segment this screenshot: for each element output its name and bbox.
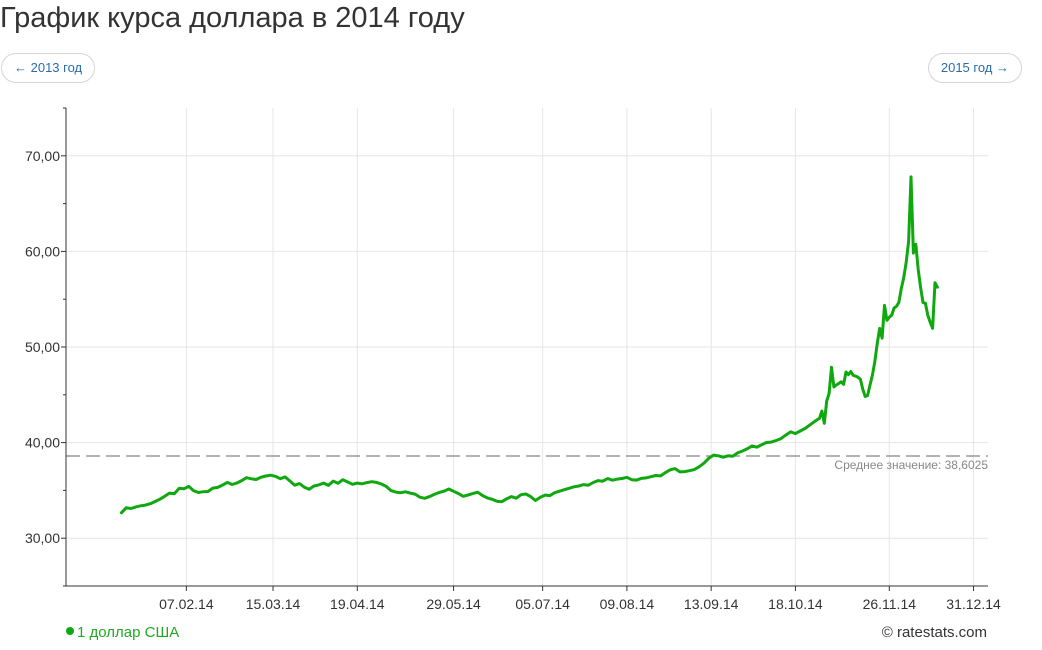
x-tick-label: 31.12.14 xyxy=(946,596,1001,612)
series-line[interactable] xyxy=(119,175,939,515)
x-tick-label: 19.04.14 xyxy=(330,596,385,612)
x-tick-label: 13.09.14 xyxy=(684,596,739,612)
average-group: Среднее значение: 38,6025 xyxy=(66,455,988,472)
legend-item[interactable]: 1 доллар США xyxy=(66,624,179,641)
x-tick-label: 07.02.14 xyxy=(159,596,214,612)
page-title: График курса доллара в 2014 году xyxy=(0,2,465,34)
y-tick-label: 60,00 xyxy=(25,243,60,259)
grid xyxy=(66,108,988,586)
y-tick-label: 40,00 xyxy=(25,435,60,451)
legend-label: 1 доллар США xyxy=(77,624,180,641)
x-tick-label: 29.05.14 xyxy=(426,596,481,612)
x-tick-label: 15.03.14 xyxy=(246,596,301,612)
x-tick-label: 26.11.14 xyxy=(863,596,917,612)
legend-dot-icon xyxy=(66,627,74,635)
series-group xyxy=(119,175,939,515)
y-tick-label: 50,00 xyxy=(25,339,60,355)
next-year-button[interactable]: 2015 год → xyxy=(927,53,1022,83)
copyright: © ratestats.com xyxy=(881,624,987,641)
x-tick-label: 18.10.14 xyxy=(768,596,823,612)
prev-year-button[interactable]: ← 2013 год xyxy=(1,53,96,83)
y-tick-label: 70,00 xyxy=(25,148,60,164)
y-tick-label: 30,00 xyxy=(25,530,60,546)
average-label: Среднее значение: 38,6025 xyxy=(834,458,988,472)
x-tick-label: 09.08.14 xyxy=(600,596,655,612)
x-tick-label: 05.07.14 xyxy=(515,596,570,612)
axes: 30,00 40,00 50,00 60,00 70,00 07.02.14 15.03.1… xyxy=(25,107,1001,612)
